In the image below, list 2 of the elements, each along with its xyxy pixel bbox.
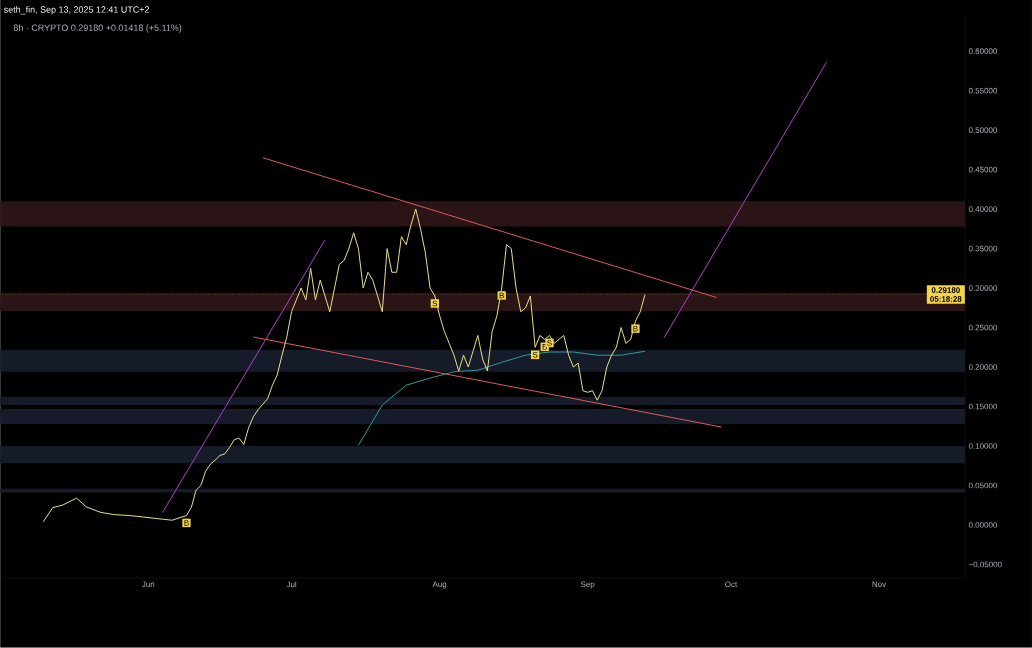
text: 8h · CRYPTO 0.29180 +0.01418 (+5.11%) xyxy=(13,24,182,33)
text: seth_fin, Sep 13, 2025 12:41 UTC+2 xyxy=(3,6,150,15)
